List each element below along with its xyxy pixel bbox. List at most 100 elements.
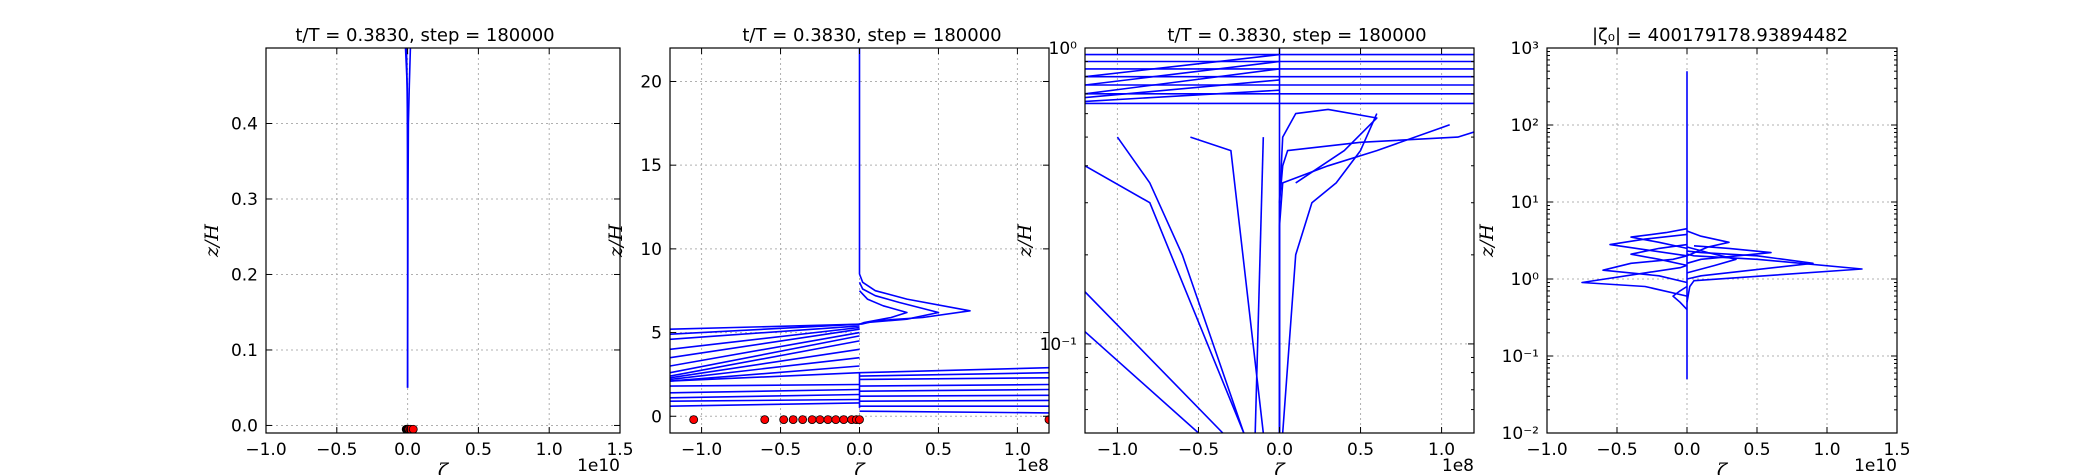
panel-linear-zoom: t/T = 0.3830, step = 180000 1e8 −1.0 −0.5… xyxy=(605,25,1050,475)
x-tick-label: −1.0 xyxy=(1097,440,1138,460)
plot-area xyxy=(1085,48,1474,433)
series-line xyxy=(1672,285,1688,311)
series-line xyxy=(670,356,860,381)
data-marker xyxy=(689,415,699,425)
y-tick-label: 10⁻¹ xyxy=(1040,335,1077,355)
y-tick-label: 0.2 xyxy=(231,265,258,285)
series-line xyxy=(670,398,860,402)
series-line xyxy=(1630,243,1688,267)
x-tick-label: 0.0 xyxy=(394,440,421,460)
data-marker xyxy=(760,415,770,425)
series-line xyxy=(1085,79,1280,99)
x-tick-label: −1.0 xyxy=(245,440,286,460)
x-offset-label: 1e8 xyxy=(1442,456,1474,475)
y-tick-label: 10³ xyxy=(1511,39,1539,59)
x-tick-label: 0.5 xyxy=(925,440,952,460)
panel-log-full: |ζ₀| = 400179178.93894482 1e10 −1.0 −0.5 0… xyxy=(1476,25,1911,475)
series-line xyxy=(670,365,860,382)
y-tick-label: 10² xyxy=(1511,116,1539,136)
x-tick-label: 1.0 xyxy=(1813,440,1840,460)
series-line xyxy=(1085,165,1245,433)
x-axis-label: ζ xyxy=(854,460,866,475)
series-line xyxy=(1116,136,1245,433)
x-tick-label: 1.5 xyxy=(1883,440,1910,460)
y-tick-label: 0.3 xyxy=(231,190,258,210)
series-line xyxy=(859,366,1049,374)
series-line xyxy=(670,383,860,387)
series-line xyxy=(1085,89,1280,103)
x-tick-label: 0.5 xyxy=(1347,440,1374,460)
x-axis-label: ζ xyxy=(438,460,450,475)
series-line xyxy=(1278,131,1474,433)
data-marker xyxy=(823,415,833,425)
x-tick-label: −0.5 xyxy=(316,440,357,460)
series-line xyxy=(858,281,940,325)
series-line xyxy=(859,383,1049,387)
series-line xyxy=(670,323,860,335)
data-marker xyxy=(855,415,864,425)
y-tick-label: 15 xyxy=(640,156,662,176)
series-line xyxy=(670,331,860,367)
series-line xyxy=(670,388,860,394)
series-line xyxy=(1686,250,1814,280)
series-line xyxy=(1190,136,1265,433)
x-tick-label: −0.5 xyxy=(1178,440,1219,460)
series-line xyxy=(859,410,1049,414)
x-tick-label: 0.0 xyxy=(1673,440,1700,460)
y-axis-label: z/H xyxy=(1014,224,1036,258)
y-tick-label: 10⁰ xyxy=(1511,270,1540,290)
x-axis-label: ζ xyxy=(1717,460,1729,475)
y-tick-label: 5 xyxy=(651,324,662,344)
x-tick-label: −1.0 xyxy=(1526,440,1567,460)
x-tick-label: 1.0 xyxy=(536,440,563,460)
panel-log-zoom: t/T = 0.3830, step = 180000 1e8 −1.0 −0.5… xyxy=(1014,25,1475,475)
series-line xyxy=(1085,291,1224,433)
series-line xyxy=(1686,253,1863,303)
x-tick-label: −1.0 xyxy=(681,440,722,460)
series-line xyxy=(1686,245,1772,265)
panel-title: t/T = 0.3830, step = 180000 xyxy=(742,25,1001,46)
series-line xyxy=(1686,246,1737,274)
data-marker xyxy=(807,415,817,425)
y-tick-label: 10⁻² xyxy=(1502,424,1539,444)
series-line xyxy=(859,399,1049,403)
data-marker xyxy=(1044,415,1049,425)
panel-title: t/T = 0.3830, step = 180000 xyxy=(1167,25,1426,46)
series-line xyxy=(405,48,409,200)
series-line xyxy=(670,340,860,377)
series-line xyxy=(1602,255,1688,284)
grid xyxy=(266,48,620,433)
series-line xyxy=(670,402,860,407)
y-tick-label: 0 xyxy=(651,407,662,427)
axes-frame xyxy=(265,47,621,434)
series-line xyxy=(1609,233,1688,257)
series-line xyxy=(859,377,1049,381)
y-tick-label: 0.4 xyxy=(231,114,258,134)
series-line xyxy=(670,325,860,341)
y-axis-label: z/H xyxy=(201,224,223,258)
series-line xyxy=(1581,264,1688,297)
data-marker xyxy=(831,415,841,425)
y-tick-label: 10¹ xyxy=(1511,193,1539,213)
plot-area xyxy=(1581,71,1863,380)
series-line xyxy=(858,48,971,325)
series-line xyxy=(859,388,1049,392)
series-line xyxy=(670,323,860,330)
series-line xyxy=(1085,53,1280,78)
series-line xyxy=(1085,331,1200,433)
y-tick-label: 0.1 xyxy=(231,341,258,361)
series-line xyxy=(1085,60,1280,86)
series-line xyxy=(670,393,860,399)
plot-area xyxy=(670,48,1049,425)
x-offset-label: 1e10 xyxy=(577,456,620,475)
series-line xyxy=(1630,227,1688,250)
series-line xyxy=(858,290,908,325)
series-line xyxy=(1254,137,1265,433)
x-tick-label: −0.5 xyxy=(760,440,801,460)
data-marker xyxy=(839,415,849,425)
x-tick-label: 1.0 xyxy=(1004,440,1031,460)
panel-linear-full: t/T = 0.3830, step = 180000 1e10 −1.0 −0.… xyxy=(201,25,634,475)
series-line xyxy=(1085,68,1280,95)
panel-title: |ζ₀| = 400179178.93894482 xyxy=(1592,25,1848,46)
